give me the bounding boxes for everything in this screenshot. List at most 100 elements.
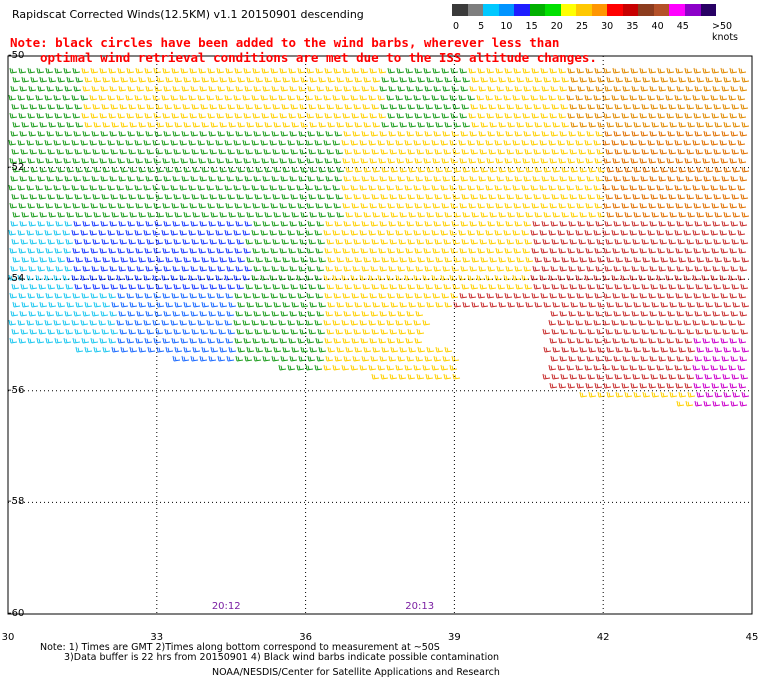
- wind-barb: [120, 346, 129, 353]
- wind-barb: [648, 202, 657, 209]
- wind-barb: [640, 355, 649, 362]
- wind-barb: [110, 328, 119, 335]
- wind-barb: [136, 130, 145, 137]
- wind-barb: [80, 184, 89, 191]
- wind-barb: [587, 238, 596, 245]
- wind-barb: [678, 256, 687, 263]
- wind-barb: [703, 265, 712, 272]
- wind-barb: [306, 292, 315, 299]
- wind-barb: [216, 202, 225, 209]
- wind-barb: [667, 310, 676, 317]
- wind-barb: [622, 310, 631, 317]
- wind-barb: [35, 319, 44, 326]
- wind-barb: [533, 238, 542, 245]
- wind-barb: [234, 292, 243, 299]
- wind-barb: [271, 175, 280, 182]
- wind-barb: [435, 211, 444, 218]
- wind-barb: [674, 319, 683, 326]
- wind-barb: [171, 202, 180, 209]
- wind-barb: [480, 166, 489, 173]
- wind-barb: [92, 328, 101, 335]
- wind-barb: [451, 220, 460, 227]
- wind-barb: [8, 229, 17, 236]
- wind-barb: [685, 355, 694, 362]
- wind-barb: [282, 256, 291, 263]
- wind-barb: [416, 283, 425, 290]
- wind-barb: [658, 220, 667, 227]
- wind-barb: [262, 355, 271, 362]
- wind-barb: [342, 337, 351, 344]
- wind-barb: [458, 229, 467, 236]
- wind-barb: [138, 121, 147, 128]
- wind-barb: [711, 247, 720, 254]
- wind-barb: [732, 391, 741, 398]
- wind-barb: [423, 202, 432, 209]
- wind-barb: [675, 292, 684, 299]
- wind-barb: [342, 202, 351, 209]
- wind-barb: [649, 175, 658, 182]
- wind-barb: [173, 148, 182, 155]
- wind-barb: [684, 337, 693, 344]
- wind-barb: [693, 292, 702, 299]
- wind-barb: [641, 148, 650, 155]
- wind-barb: [165, 301, 174, 308]
- wind-barb: [272, 193, 281, 200]
- wind-barb: [710, 94, 719, 101]
- wind-barb: [271, 130, 280, 137]
- wind-barb: [360, 67, 369, 74]
- wind-barb: [486, 67, 495, 74]
- wind-barb: [192, 301, 201, 308]
- wind-barb: [242, 184, 251, 191]
- wind-barb: [624, 391, 633, 398]
- wind-barb: [404, 184, 413, 191]
- wind-barb: [144, 202, 153, 209]
- wind-barb: [327, 301, 336, 308]
- wind-barb: [262, 310, 271, 317]
- wind-barb: [28, 265, 37, 272]
- wind-barb: [494, 139, 503, 146]
- wind-barb: [287, 364, 296, 371]
- wind-barb: [56, 283, 65, 290]
- wind-barb: [674, 139, 683, 146]
- wind-barb: [720, 382, 729, 389]
- wind-barb: [244, 130, 253, 137]
- wind-barb: [370, 220, 379, 227]
- wind-barb: [615, 301, 624, 308]
- wind-barb: [118, 310, 127, 317]
- wind-barb: [28, 175, 37, 182]
- wind-barb: [656, 319, 665, 326]
- wind-barb: [57, 211, 66, 218]
- wind-barb: [550, 265, 559, 272]
- wind-barb: [575, 229, 584, 236]
- wind-barb: [161, 229, 170, 236]
- wind-barb: [296, 319, 305, 326]
- wind-barb: [226, 265, 235, 272]
- wind-barb: [182, 238, 191, 245]
- wind-barb: [359, 94, 368, 101]
- wind-barb: [56, 238, 65, 245]
- wind-barb: [200, 283, 209, 290]
- wind-barb: [522, 157, 531, 164]
- wind-barb: [381, 346, 390, 353]
- longitude-tick-label: 30: [1, 632, 15, 643]
- wind-barb: [264, 346, 273, 353]
- wind-barb: [36, 202, 45, 209]
- wind-barb: [219, 256, 228, 263]
- wind-barb: [63, 202, 72, 209]
- wind-barb: [125, 184, 134, 191]
- wind-barb: [234, 67, 243, 74]
- wind-barb: [515, 193, 524, 200]
- wind-barb: [539, 229, 548, 236]
- wind-barb: [740, 193, 749, 200]
- wind-barb: [28, 220, 37, 227]
- wind-barb: [12, 121, 21, 128]
- wind-barb: [594, 157, 603, 164]
- wind-barb: [146, 238, 155, 245]
- wind-barb: [558, 112, 567, 119]
- wind-barb: [82, 265, 91, 272]
- wind-barb: [27, 292, 36, 299]
- wind-barb: [219, 211, 228, 218]
- wind-barb: [108, 247, 117, 254]
- wind-barb: [28, 310, 37, 317]
- wind-barb: [207, 157, 216, 164]
